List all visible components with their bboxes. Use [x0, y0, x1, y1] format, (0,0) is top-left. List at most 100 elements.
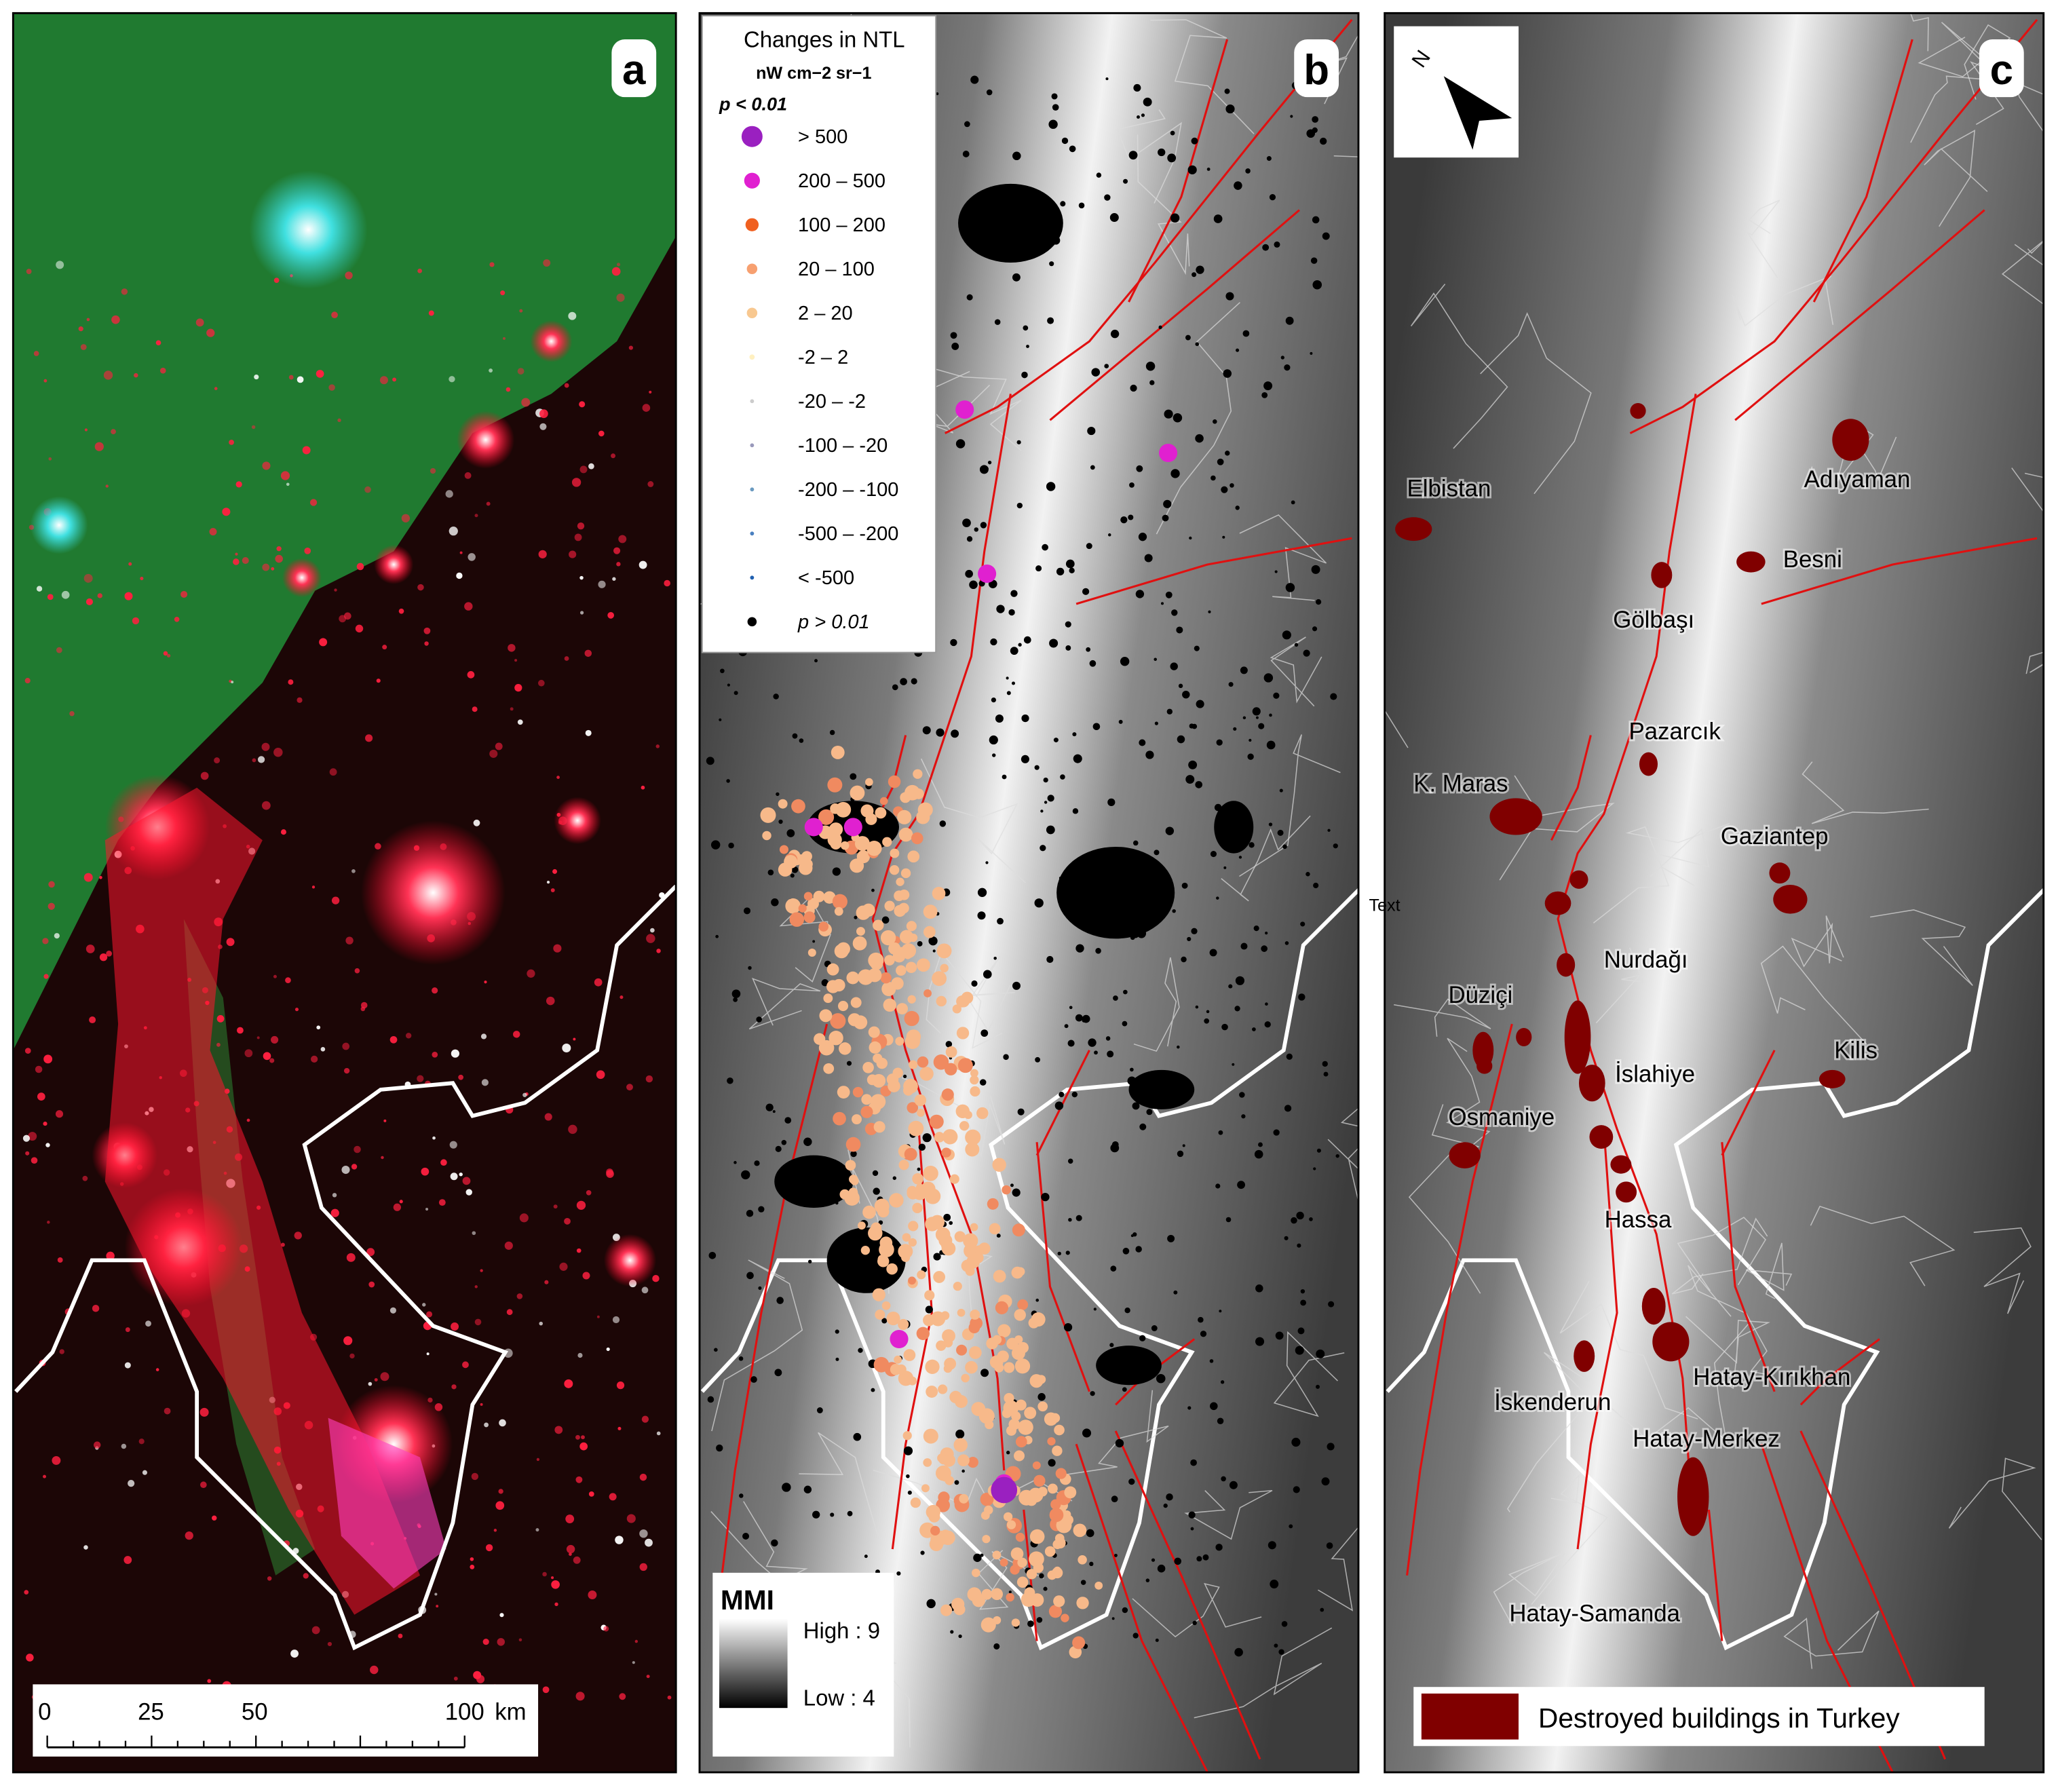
light	[123, 1556, 132, 1564]
light	[267, 1576, 272, 1581]
insignificant-pixel	[1300, 1299, 1307, 1306]
insignificant-pixel	[993, 1643, 1000, 1650]
district-line	[1323, 33, 1359, 104]
insignificant-pixel	[1042, 544, 1048, 551]
insignificant-pixel	[1054, 1101, 1064, 1110]
ntl-increase	[993, 1270, 1006, 1283]
light	[546, 880, 550, 884]
insignificant-pixel	[1182, 690, 1190, 699]
legend-symbol	[745, 218, 759, 231]
ntl-increase	[896, 965, 907, 976]
light	[632, 1661, 635, 1664]
place-label: Hatay-Samanda	[1509, 1600, 1680, 1626]
urban-corridor	[104, 787, 420, 1615]
ntl-increase	[961, 1373, 970, 1383]
insignificant-pixel	[1087, 427, 1096, 436]
ntl-increase	[884, 955, 895, 966]
light	[516, 1293, 523, 1299]
insignificant-pixel	[1269, 713, 1272, 717]
ntl-increase	[945, 1063, 957, 1075]
insignificant-pixel	[715, 934, 719, 938]
ntl-increase	[880, 972, 892, 984]
ntl-increase	[1033, 1474, 1046, 1487]
city-glow	[530, 320, 573, 363]
insignificant-pixel	[1128, 1478, 1135, 1485]
light	[337, 418, 341, 423]
ntl-increase	[984, 1505, 993, 1515]
insignificant-pixel	[1321, 1477, 1330, 1486]
insignificant-pixel	[980, 1369, 989, 1377]
light	[242, 557, 249, 565]
insignificant-pixel	[1210, 851, 1217, 858]
light	[47, 1221, 50, 1224]
insignificant-pixel	[985, 467, 989, 471]
light	[566, 1544, 575, 1554]
ntl-increase	[1048, 1483, 1058, 1494]
light	[214, 757, 221, 764]
frame	[12, 12, 677, 1774]
ntl-increase	[850, 858, 864, 873]
district-line	[1685, 1316, 1770, 1390]
insignificant-pixel	[1046, 955, 1054, 964]
light	[47, 902, 55, 910]
light	[381, 1156, 384, 1160]
insignificant-pixel	[1067, 1158, 1073, 1164]
light	[484, 1422, 489, 1428]
insignificant-pixel	[1128, 514, 1134, 520]
ntl-increase	[1047, 1437, 1056, 1446]
light	[251, 425, 256, 430]
insignificant-pixel	[1312, 280, 1322, 290]
insignificant-pixel	[1229, 1481, 1238, 1489]
insignificant-pixel	[719, 718, 722, 721]
insignificant-pixel	[1006, 676, 1009, 680]
light	[553, 944, 562, 953]
insignificant-pixel	[1306, 872, 1310, 877]
insignificant-pixel	[728, 842, 734, 849]
light	[573, 1556, 581, 1564]
fault-line	[1075, 1443, 1208, 1772]
insignificant-area	[1214, 801, 1254, 854]
insignificant-pixel	[748, 966, 752, 970]
panel-label: b	[1303, 47, 1329, 94]
light	[84, 428, 88, 432]
district-line	[1137, 134, 1190, 275]
insignificant-pixel	[750, 1376, 757, 1383]
insignificant-pixel	[1268, 822, 1273, 826]
ntl-increase	[1054, 1537, 1066, 1549]
ntl-increase	[826, 963, 839, 976]
insignificant-pixel	[1093, 1308, 1097, 1311]
district-line	[1327, 1107, 1359, 1204]
ntl-increase	[876, 1057, 888, 1069]
ntl-increase	[834, 907, 843, 916]
light	[83, 573, 93, 583]
fault-line	[1576, 1128, 1618, 1550]
insignificant-pixel	[1327, 1443, 1335, 1451]
ntl-increase	[907, 1102, 919, 1113]
ntl-increase	[886, 1073, 899, 1086]
ntl-increase	[992, 1158, 1006, 1172]
city-glow	[603, 1234, 657, 1287]
ntl-increase	[891, 977, 904, 990]
insignificant-pixel	[1209, 1359, 1214, 1363]
mmi-title: MMI	[721, 1584, 774, 1616]
district-line	[711, 1259, 803, 1432]
insignificant-pixel	[996, 1234, 1001, 1238]
insignificant-pixel	[731, 989, 741, 998]
light	[422, 1303, 426, 1307]
mmi-legend: MMI High : 9 Low : 4	[712, 1572, 894, 1757]
insignificant-pixel	[1213, 419, 1217, 424]
district-line	[1948, 1457, 2042, 1540]
light	[48, 881, 55, 888]
light	[650, 928, 655, 933]
insignificant-pixel	[1109, 213, 1119, 223]
light	[364, 486, 371, 493]
insignificant-pixel	[1333, 843, 1338, 849]
light	[43, 1054, 53, 1064]
insignificant-pixel	[746, 1210, 754, 1217]
light	[55, 1110, 64, 1118]
insignificant-pixel	[1075, 944, 1084, 953]
light	[389, 1035, 398, 1044]
ntl-increase	[1006, 1520, 1016, 1529]
legend-swatch	[1421, 1693, 1519, 1740]
ntl-increase	[957, 1308, 966, 1317]
